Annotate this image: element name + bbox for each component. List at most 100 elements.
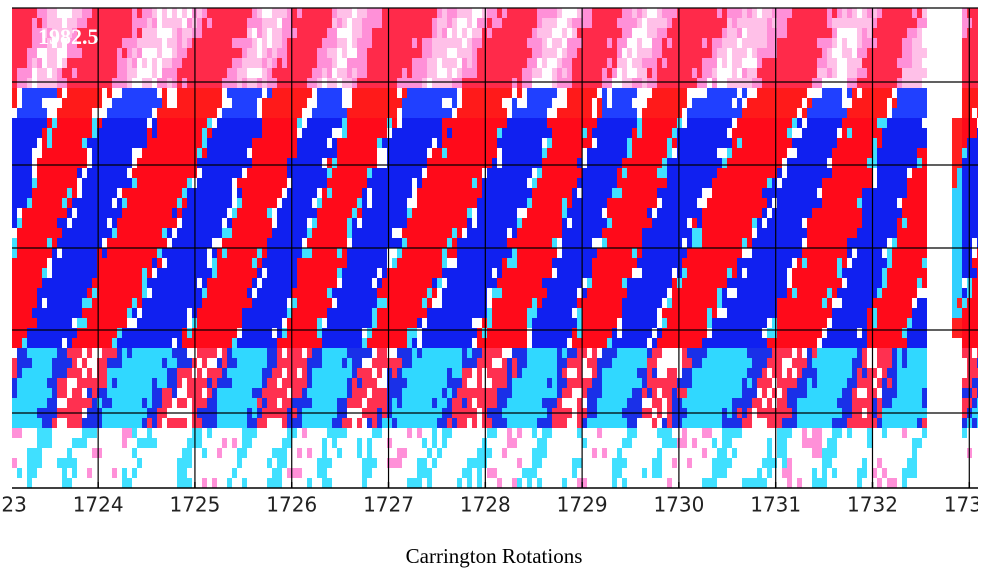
field-cell [382,358,388,369]
field-cell [307,128,313,139]
field-cell [527,388,533,399]
field-cell [232,58,238,69]
field-cell [72,188,78,199]
field-cell [332,188,338,199]
field-cell [457,388,463,399]
field-cell [202,328,208,339]
field-cell [347,168,353,179]
field-cell [202,98,208,109]
field-cell [67,118,73,129]
field-cell [277,318,283,329]
field-cell [197,308,203,319]
field-cell [122,388,128,399]
field-cell [527,438,533,449]
field-cell [67,208,73,219]
field-cell [392,478,398,488]
field-cell [417,278,423,289]
field-cell [177,98,183,109]
field-cell [32,438,38,449]
field-cell [37,418,43,429]
field-cell [312,148,318,159]
field-cell [132,18,138,29]
field-cell [322,248,328,259]
field-cell [217,138,223,149]
field-cell [82,208,88,219]
field-cell [147,148,153,159]
field-cell [517,228,523,239]
field-cell [497,158,503,169]
field-cell [222,338,228,349]
field-cell [162,118,168,129]
field-cell [397,378,403,389]
field-cell [492,418,498,429]
field-cell [12,278,18,289]
field-cell [302,388,308,399]
field-cell [177,158,183,169]
field-cell [127,138,133,149]
field-cell [322,218,328,229]
field-cell [372,58,378,69]
field-cell [337,78,343,89]
field-cell [492,28,498,39]
field-cell [247,318,253,329]
field-cell [237,378,243,389]
field-cell [107,288,113,299]
field-cell [472,338,478,349]
field-cell [242,348,248,359]
field-cell [42,178,48,189]
field-cell [517,238,523,249]
field-cell [202,178,208,189]
field-cell [467,238,473,249]
field-cell [117,8,123,19]
field-cell [487,388,493,399]
field-cell [197,188,203,199]
field-cell [202,418,208,429]
field-cell [52,68,58,79]
field-cell [87,278,93,289]
field-cell [402,238,408,249]
field-cell [97,388,103,399]
field-cell [507,268,513,279]
field-cell [362,448,368,459]
field-cell [32,238,38,249]
field-cell [17,28,23,39]
field-cell [227,278,233,289]
field-cell [497,148,503,159]
field-cell [487,68,493,79]
field-cell [332,98,338,109]
field-cell [272,48,278,59]
field-cell [87,108,93,119]
field-cell [222,298,228,309]
field-cell [477,378,483,389]
field-cell [187,258,193,269]
field-cell [127,448,133,459]
field-cell [457,448,463,459]
field-cell [217,78,223,89]
field-cell [472,48,478,59]
field-cell [87,218,93,229]
field-cell [132,108,138,119]
field-cell [327,158,333,169]
field-cell [87,198,93,209]
field-cell [417,68,423,79]
field-cell [62,368,68,379]
field-cell [142,128,148,139]
field-cell [302,58,308,69]
field-cell [237,28,243,39]
field-cell [462,258,468,269]
field-cell [357,48,363,59]
field-cell [287,218,293,229]
field-cell [212,218,218,229]
field-cell [462,298,468,309]
field-cell [142,268,148,279]
field-cell [52,118,58,129]
field-cell [72,48,78,59]
field-cell [72,348,78,359]
field-cell [272,358,278,369]
field-cell [142,428,148,439]
field-cell [452,348,458,359]
field-cell [362,98,368,109]
field-cell [172,228,178,239]
field-cell [122,298,128,309]
